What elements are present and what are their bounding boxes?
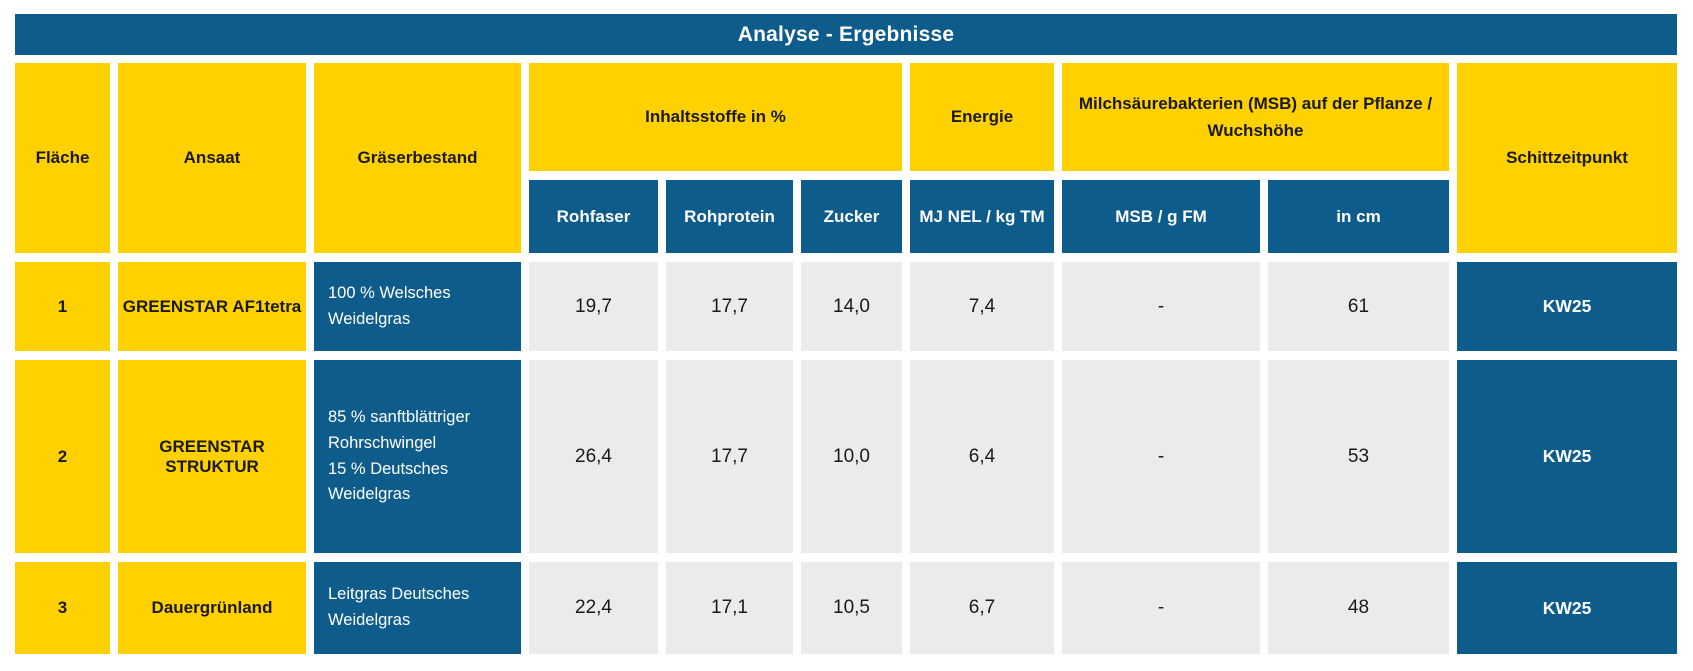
row2-in-cm-cell: 53 xyxy=(1268,360,1449,553)
row3-ansaat-cell: Dauergrünland xyxy=(118,562,306,654)
row1-flaeche-cell: 1 xyxy=(15,262,110,351)
header-group-inhaltsstoffe: Inhaltsstoffe in % xyxy=(529,63,902,171)
row3-rohfaser-cell: 22,4 xyxy=(529,562,658,654)
header-group-energie: Energie xyxy=(910,63,1054,171)
table-title-bar: Analyse - Ergebnisse xyxy=(15,14,1677,55)
row2-flaeche-cell: 2 xyxy=(15,360,110,553)
row1-msb-cell: - xyxy=(1062,262,1260,351)
row2-msb-cell: - xyxy=(1062,360,1260,553)
row2-schittzeitpunkt-cell: KW25 xyxy=(1457,360,1677,553)
row2-zucker-cell: 10,0 xyxy=(801,360,902,553)
row3-schittzeitpunkt-cell: KW25 xyxy=(1457,562,1677,654)
row3-in-cm-cell: 48 xyxy=(1268,562,1449,654)
subheader-zucker: Zucker xyxy=(801,180,902,253)
row2-rohprotein-cell: 17,7 xyxy=(666,360,793,553)
subheader-in-cm: in cm xyxy=(1268,180,1449,253)
header-schittzeitpunkt: Schittzeitpunkt xyxy=(1457,63,1677,253)
row1-graeserbestand-cell: 100 % Welsches Weidelgras xyxy=(314,262,521,351)
subheader-rohfaser: Rohfaser xyxy=(529,180,658,253)
row1-rohfaser-cell: 19,7 xyxy=(529,262,658,351)
row2-ansaat-cell: GREENSTAR STRUKTUR xyxy=(118,360,306,553)
header-flaeche: Fläche xyxy=(15,63,110,253)
row1-in-cm-cell: 61 xyxy=(1268,262,1449,351)
table-title: Analyse - Ergebnisse xyxy=(737,22,955,46)
header-graeserbestand: Gräserbestand xyxy=(314,63,521,253)
row1-rohprotein-cell: 17,7 xyxy=(666,262,793,351)
row2-mj-nel-cell: 6,4 xyxy=(910,360,1054,553)
row1-ansaat-cell: GREENSTAR AF1tetra xyxy=(118,262,306,351)
header-ansaat: Ansaat xyxy=(118,63,306,253)
row2-rohfaser-cell: 26,4 xyxy=(529,360,658,553)
subheader-mj-nel: MJ NEL / kg TM xyxy=(910,180,1054,253)
row2-graeserbestand-cell: 85 % sanftblättriger Rohrschwingel 15 % … xyxy=(314,360,521,553)
row3-zucker-cell: 10,5 xyxy=(801,562,902,654)
results-table: Fläche Ansaat Gräserbestand Inhaltsstoff… xyxy=(15,63,1677,654)
row3-graeserbestand-cell: Leitgras Deutsches Weidelgras xyxy=(314,562,521,654)
row1-mj-nel-cell: 7,4 xyxy=(910,262,1054,351)
subheader-rohprotein: Rohprotein xyxy=(666,180,793,253)
subheader-msb-g-fm: MSB / g FM xyxy=(1062,180,1260,253)
row1-schittzeitpunkt-cell: KW25 xyxy=(1457,262,1677,351)
header-group-msb: Milchsäurebakterien (MSB) auf der Pflanz… xyxy=(1062,63,1449,171)
row3-rohprotein-cell: 17,1 xyxy=(666,562,793,654)
row1-zucker-cell: 14,0 xyxy=(801,262,902,351)
row3-mj-nel-cell: 6,7 xyxy=(910,562,1054,654)
row3-msb-cell: - xyxy=(1062,562,1260,654)
row3-flaeche-cell: 3 xyxy=(15,562,110,654)
